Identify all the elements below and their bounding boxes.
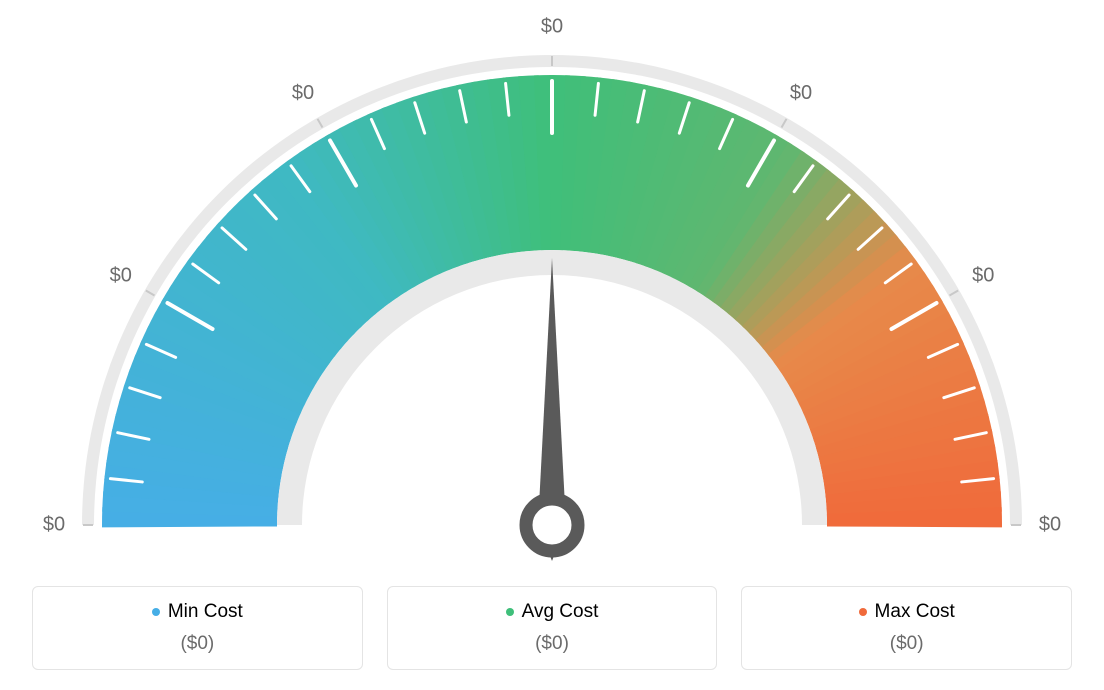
svg-text:$0: $0 xyxy=(972,264,994,286)
svg-text:$0: $0 xyxy=(110,264,132,286)
legend-text-min: Min Cost xyxy=(168,601,243,623)
svg-text:$0: $0 xyxy=(790,82,812,104)
svg-text:$0: $0 xyxy=(1039,513,1061,535)
legend-value-min: ($0) xyxy=(43,633,352,655)
legend-card-max: Max Cost ($0) xyxy=(741,586,1072,670)
legend-label-avg: Avg Cost xyxy=(506,601,599,623)
legend-card-avg: Avg Cost ($0) xyxy=(387,586,718,670)
legend-text-max: Max Cost xyxy=(875,601,955,623)
svg-text:$0: $0 xyxy=(292,82,314,104)
gauge-svg: $0 $0 $0 $0 $0 $0 $0 xyxy=(22,15,1082,575)
svg-text:$0: $0 xyxy=(43,513,65,535)
legend-dot-max xyxy=(859,608,867,616)
gauge-chart-container: $0 $0 $0 $0 $0 $0 $0 Min Cost ($0) Avg Cost ($… xyxy=(0,0,1104,690)
legend-label-min: Min Cost xyxy=(152,601,243,623)
legend-label-max: Max Cost xyxy=(859,601,955,623)
legend-value-max: ($0) xyxy=(752,633,1061,655)
legend-row: Min Cost ($0) Avg Cost ($0) Max Cost ($0… xyxy=(32,586,1072,670)
legend-value-avg: ($0) xyxy=(398,633,707,655)
legend-dot-avg xyxy=(506,608,514,616)
legend-card-min: Min Cost ($0) xyxy=(32,586,363,670)
gauge-svg-wrap: $0 $0 $0 $0 $0 $0 $0 xyxy=(22,15,1082,575)
legend-dot-min xyxy=(152,608,160,616)
svg-text:$0: $0 xyxy=(541,15,563,37)
legend-text-avg: Avg Cost xyxy=(522,601,599,623)
